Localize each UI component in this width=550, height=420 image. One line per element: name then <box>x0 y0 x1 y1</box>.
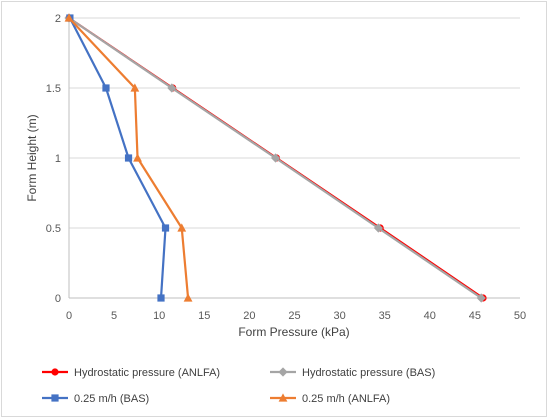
data-point-square <box>102 84 110 92</box>
data-point-diamond <box>270 153 281 163</box>
data-point-triangle <box>133 153 142 162</box>
data-point-triangle <box>183 293 193 302</box>
data-point-triangle <box>130 83 140 92</box>
x-tick-label: 40 <box>424 310 436 322</box>
y-tick-label: 2 <box>55 13 61 25</box>
data-point-square <box>161 224 170 232</box>
data-point-diamond <box>476 293 486 303</box>
data-point-diamond <box>373 223 383 233</box>
x-tick-label: 45 <box>469 310 481 322</box>
legend: Hydrostatic pressure (ANLFA) Hydrostatic … <box>42 367 435 405</box>
series-3 <box>64 13 193 302</box>
data-point-square <box>157 294 165 302</box>
data-point-triangle <box>177 223 187 232</box>
tick-labels: 0 5 10 15 20 25 30 35 40 45 50 0 0.5 1 1.5 2 <box>46 13 526 322</box>
series-group <box>64 13 487 303</box>
x-tick-label: 15 <box>198 310 210 322</box>
legend-swatch-triangle <box>278 393 288 402</box>
legend-label: Hydrostatic pressure (BAS) <box>302 367 435 379</box>
data-point-triangle <box>64 13 74 22</box>
legend-item-1: Hydrostatic pressure (BAS) <box>270 367 435 379</box>
y-tick-label: 1.5 <box>46 83 61 95</box>
y-tick-label: 1 <box>55 153 61 165</box>
legend-label: Hydrostatic pressure (ANLFA) <box>74 367 220 379</box>
x-tick-label: 5 <box>111 310 117 322</box>
grid-lines <box>69 17 520 229</box>
legend-swatch-diamond <box>278 367 288 377</box>
data-point-square <box>124 154 133 162</box>
axes <box>68 18 520 299</box>
y-tick-label: 0.5 <box>46 223 61 235</box>
legend-label: 0.25 m/h (BAS) <box>74 393 149 405</box>
legend-item-0: Hydrostatic pressure (ANLFA) <box>42 367 220 379</box>
y-axis-title: Form Height (m) <box>25 114 39 201</box>
y-tick-label: 0 <box>55 293 61 305</box>
x-axis-title: Form Pressure (kPa) <box>238 325 349 339</box>
x-tick-label: 50 <box>514 310 526 322</box>
x-tick-label: 10 <box>153 310 165 322</box>
legend-swatch-square <box>51 394 59 402</box>
x-tick-label: 20 <box>243 310 255 322</box>
legend-swatch-circle <box>51 368 59 376</box>
legend-item-3: 0.25 m/h (ANLFA) <box>270 393 390 405</box>
data-point-diamond <box>167 83 177 93</box>
legend-item-2: 0.25 m/h (BAS) <box>42 393 149 405</box>
series-1 <box>64 13 486 303</box>
legend-label: 0.25 m/h (ANLFA) <box>302 393 390 405</box>
x-tick-label: 0 <box>66 310 72 322</box>
x-tick-label: 25 <box>288 310 300 322</box>
x-tick-label: 35 <box>379 310 391 322</box>
x-tick-label: 30 <box>333 310 345 322</box>
